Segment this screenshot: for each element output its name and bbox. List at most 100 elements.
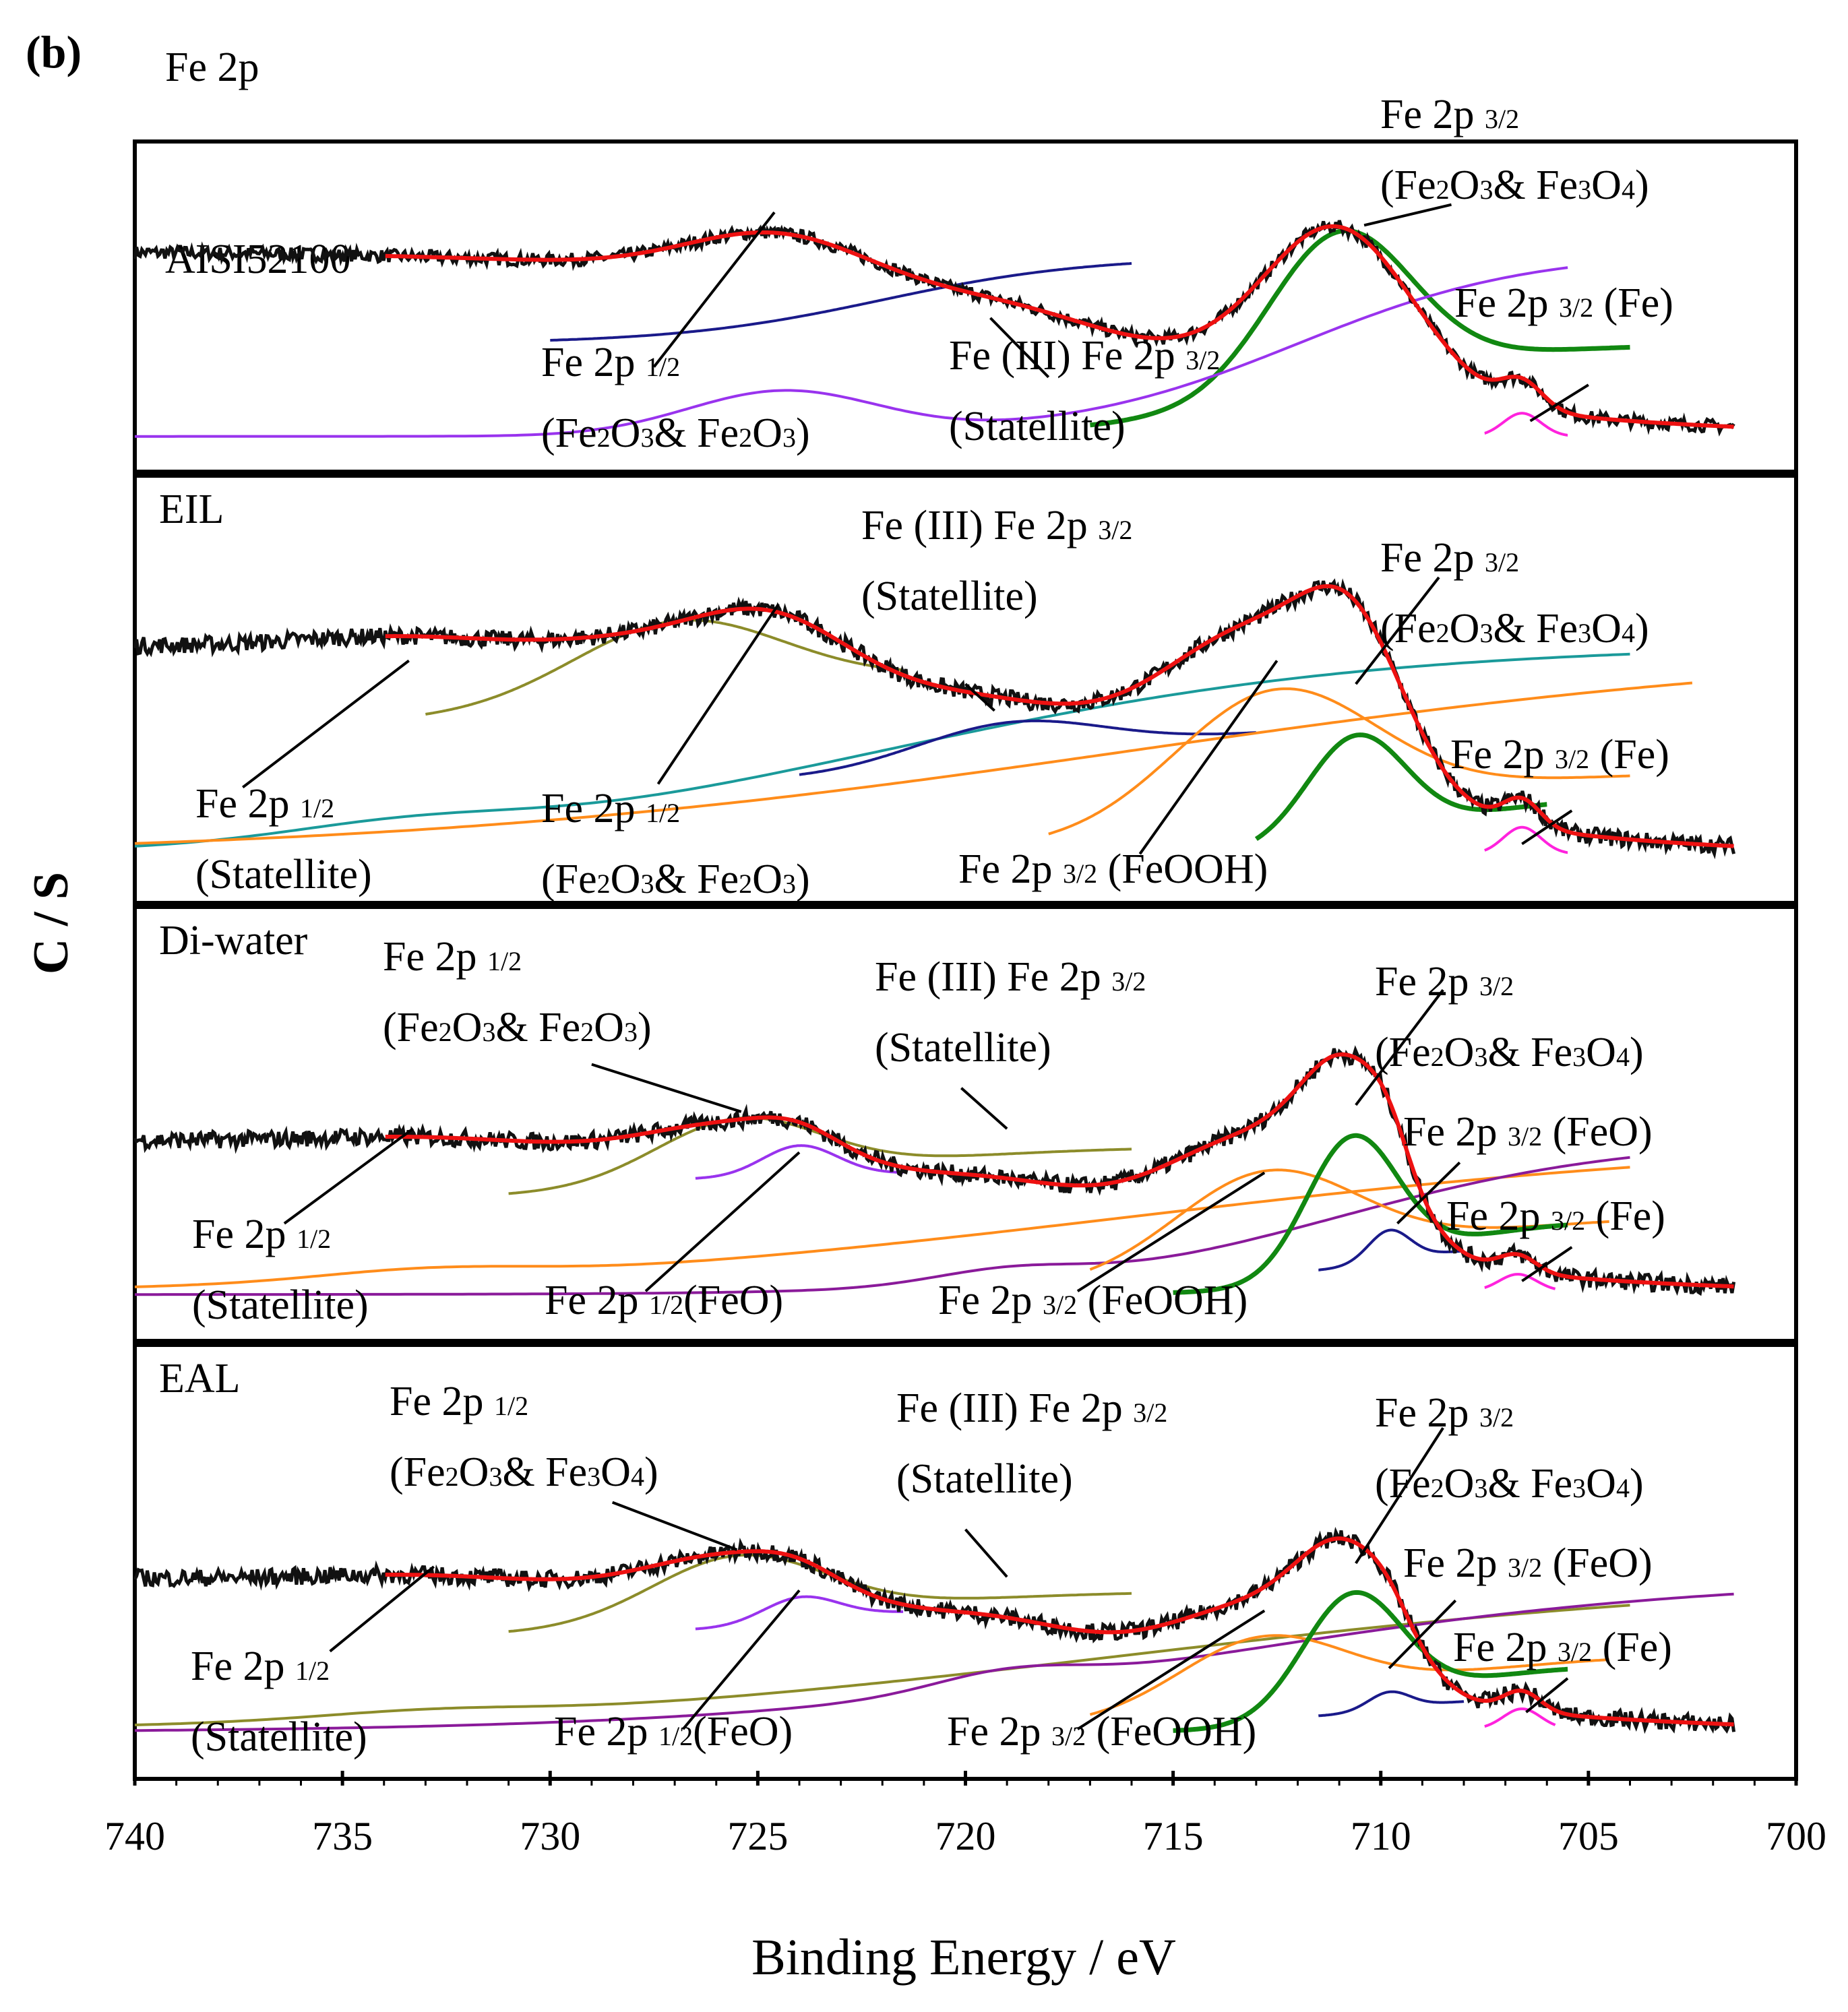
annotation-label: Fe 2p 1/2 (Fe2O3& Fe2O3) xyxy=(541,786,810,902)
panel-frame xyxy=(133,474,1798,905)
annotation-label: Fe 2p 1/2(FeO) xyxy=(554,1709,793,1755)
x-tick-label: 705 xyxy=(1558,1814,1619,1858)
panel-title: Fe 2p xyxy=(165,44,259,90)
annotation-leader xyxy=(1076,1171,1266,1292)
annotation-leader xyxy=(1363,203,1452,227)
annotation-label: Fe 2p 1/2(FeO) xyxy=(545,1278,783,1323)
annotation-leader xyxy=(652,211,776,368)
component-curve xyxy=(1090,228,1630,428)
component-curve xyxy=(1318,1228,1465,1271)
annotation-leader xyxy=(681,1589,801,1730)
annotation-label: Fe (III) Fe 2p 3/2 (Statellite) xyxy=(949,333,1220,449)
annotation-leader xyxy=(611,1501,738,1551)
fitted-envelope xyxy=(385,224,1734,429)
annotation-leader xyxy=(1355,576,1440,685)
sample-label: EIL xyxy=(159,486,224,532)
component-curve xyxy=(1484,412,1568,437)
y-axis-label: C / S xyxy=(24,872,79,974)
annotation-leader xyxy=(964,1528,1008,1578)
component-curve xyxy=(135,1592,1734,1732)
annotation-label: Fe 2p 1/2 (Statellite) xyxy=(192,1212,369,1328)
annotation-label: Fe 2p 3/2 (Fe2O3& Fe3O4) xyxy=(1375,959,1644,1075)
annotation-leader xyxy=(1355,988,1444,1106)
annotation-label: Fe 2p 3/2 (Fe2O3& Fe3O4) xyxy=(1380,92,1649,208)
annotation-label: Fe 2p 3/2 (Fe) xyxy=(1454,280,1673,326)
annotation-label: Fe (III) Fe 2p 3/2 (Statellite) xyxy=(875,954,1146,1071)
fitted-envelope xyxy=(385,584,1734,848)
component-curve xyxy=(1318,1690,1465,1718)
figure-label: (b) xyxy=(26,26,82,77)
component-curve xyxy=(134,652,1630,848)
panel-2: EIL Fe (III) Fe 2p 3/2 (Statellite) Fe 2p 3… xyxy=(133,474,1798,905)
x-axis-label: Binding Energy / eV xyxy=(751,1929,1176,1986)
annotation-leader xyxy=(960,1087,1008,1130)
x-tick-label: 740 xyxy=(104,1814,165,1858)
annotation-leader xyxy=(1529,383,1589,422)
component-curve xyxy=(134,1604,1630,1726)
component-curve xyxy=(1484,1273,1556,1290)
annotation-label: Fe (III) Fe 2p 3/2 (Statellite) xyxy=(861,503,1132,619)
panel-frame xyxy=(133,905,1798,1343)
annotation-label: Fe 2p 1/2 (Fe2O3& Fe2O3) xyxy=(383,934,652,1050)
component-curve xyxy=(1173,1590,1568,1733)
annotation-label: Fe 2p 3/2 (FeOOH) xyxy=(958,846,1268,892)
component-curve xyxy=(1089,1168,1609,1271)
sample-label: Di-water xyxy=(159,918,308,964)
component-curve xyxy=(799,719,1256,776)
component-curve xyxy=(1048,687,1630,836)
annotation-leader xyxy=(964,683,995,712)
panel-3: Di-water Fe 2p 1/2 (Fe2O3& Fe2O3) Fe (III) … xyxy=(133,905,1798,1343)
component-curve xyxy=(134,1166,1630,1288)
annotation-label: Fe 2p 1/2 (Fe2O3& Fe2O3) xyxy=(541,340,810,456)
annotation-leader xyxy=(989,317,1050,379)
annotation-leader xyxy=(1355,1427,1444,1565)
raw-spectrum xyxy=(133,1045,1736,1296)
annotation-leader xyxy=(1396,1161,1461,1225)
component-curve xyxy=(135,266,1568,438)
annotation-label: Fe (III) Fe 2p 3/2 (Statellite) xyxy=(896,1385,1167,1502)
annotation-label: Fe 2p 3/2 (Fe) xyxy=(1450,732,1669,778)
annotation-label: Fe 2p 3/2 (FeO) xyxy=(1403,1109,1653,1155)
x-tick-label: 730 xyxy=(520,1814,580,1858)
annotation-leader xyxy=(1138,660,1279,855)
fitted-envelope xyxy=(385,1536,1734,1727)
annotation-leader xyxy=(242,659,410,789)
x-tick-label: 735 xyxy=(312,1814,373,1858)
component-curve xyxy=(134,681,1693,845)
x-tick-label: 720 xyxy=(935,1814,996,1858)
annotation-leader xyxy=(283,1127,414,1225)
annotation-label: Fe 2p 3/2 (Fe2O3& Fe3O4) xyxy=(1375,1390,1644,1507)
component-curve xyxy=(695,1595,904,1631)
component-curve xyxy=(135,1156,1630,1296)
x-tick-label: 715 xyxy=(1143,1814,1204,1858)
annotation-leader xyxy=(591,1063,742,1113)
annotation-leader xyxy=(329,1565,435,1653)
annotation-leader xyxy=(644,1151,801,1292)
component-curve xyxy=(1484,1707,1556,1728)
annotation-label: Fe 2p 1/2 (Fe2O3& Fe3O4) xyxy=(390,1379,658,1495)
annotation-label: Fe 2p 3/2 (Fe) xyxy=(1446,1193,1665,1239)
annotation-label: Fe 2p 3/2 (FeO) xyxy=(1403,1540,1653,1586)
annotation-leader xyxy=(1521,1246,1573,1282)
x-tick-label: 710 xyxy=(1351,1814,1411,1858)
panel-4: EAL Fe 2p 1/2 (Fe2O3& Fe3O4) Fe (III) Fe 2p… xyxy=(133,1343,1798,1781)
annotation-leader xyxy=(1521,809,1573,846)
annotation-label: Fe 2p 3/2 (FeOOH) xyxy=(947,1709,1256,1755)
component-curve xyxy=(550,261,1132,342)
annotation-leader xyxy=(1076,1609,1266,1730)
sample-label: EAL xyxy=(159,1356,241,1402)
x-tick-label: 725 xyxy=(727,1814,788,1858)
annotation-leader xyxy=(1388,1599,1457,1670)
raw-spectrum xyxy=(133,220,1735,437)
component-curve xyxy=(1484,825,1568,854)
annotation-label: Fe 2p 3/2 (FeOOH) xyxy=(938,1278,1248,1323)
annotation-label: Fe 2p 3/2 (Fe2O3& Fe3O4) xyxy=(1380,535,1649,652)
component-curve xyxy=(1173,1133,1568,1295)
x-tick-label: 700 xyxy=(1766,1814,1826,1858)
annotation-leader xyxy=(1525,1677,1569,1714)
annotation-leader xyxy=(656,603,780,785)
fitted-envelope xyxy=(385,1052,1734,1289)
